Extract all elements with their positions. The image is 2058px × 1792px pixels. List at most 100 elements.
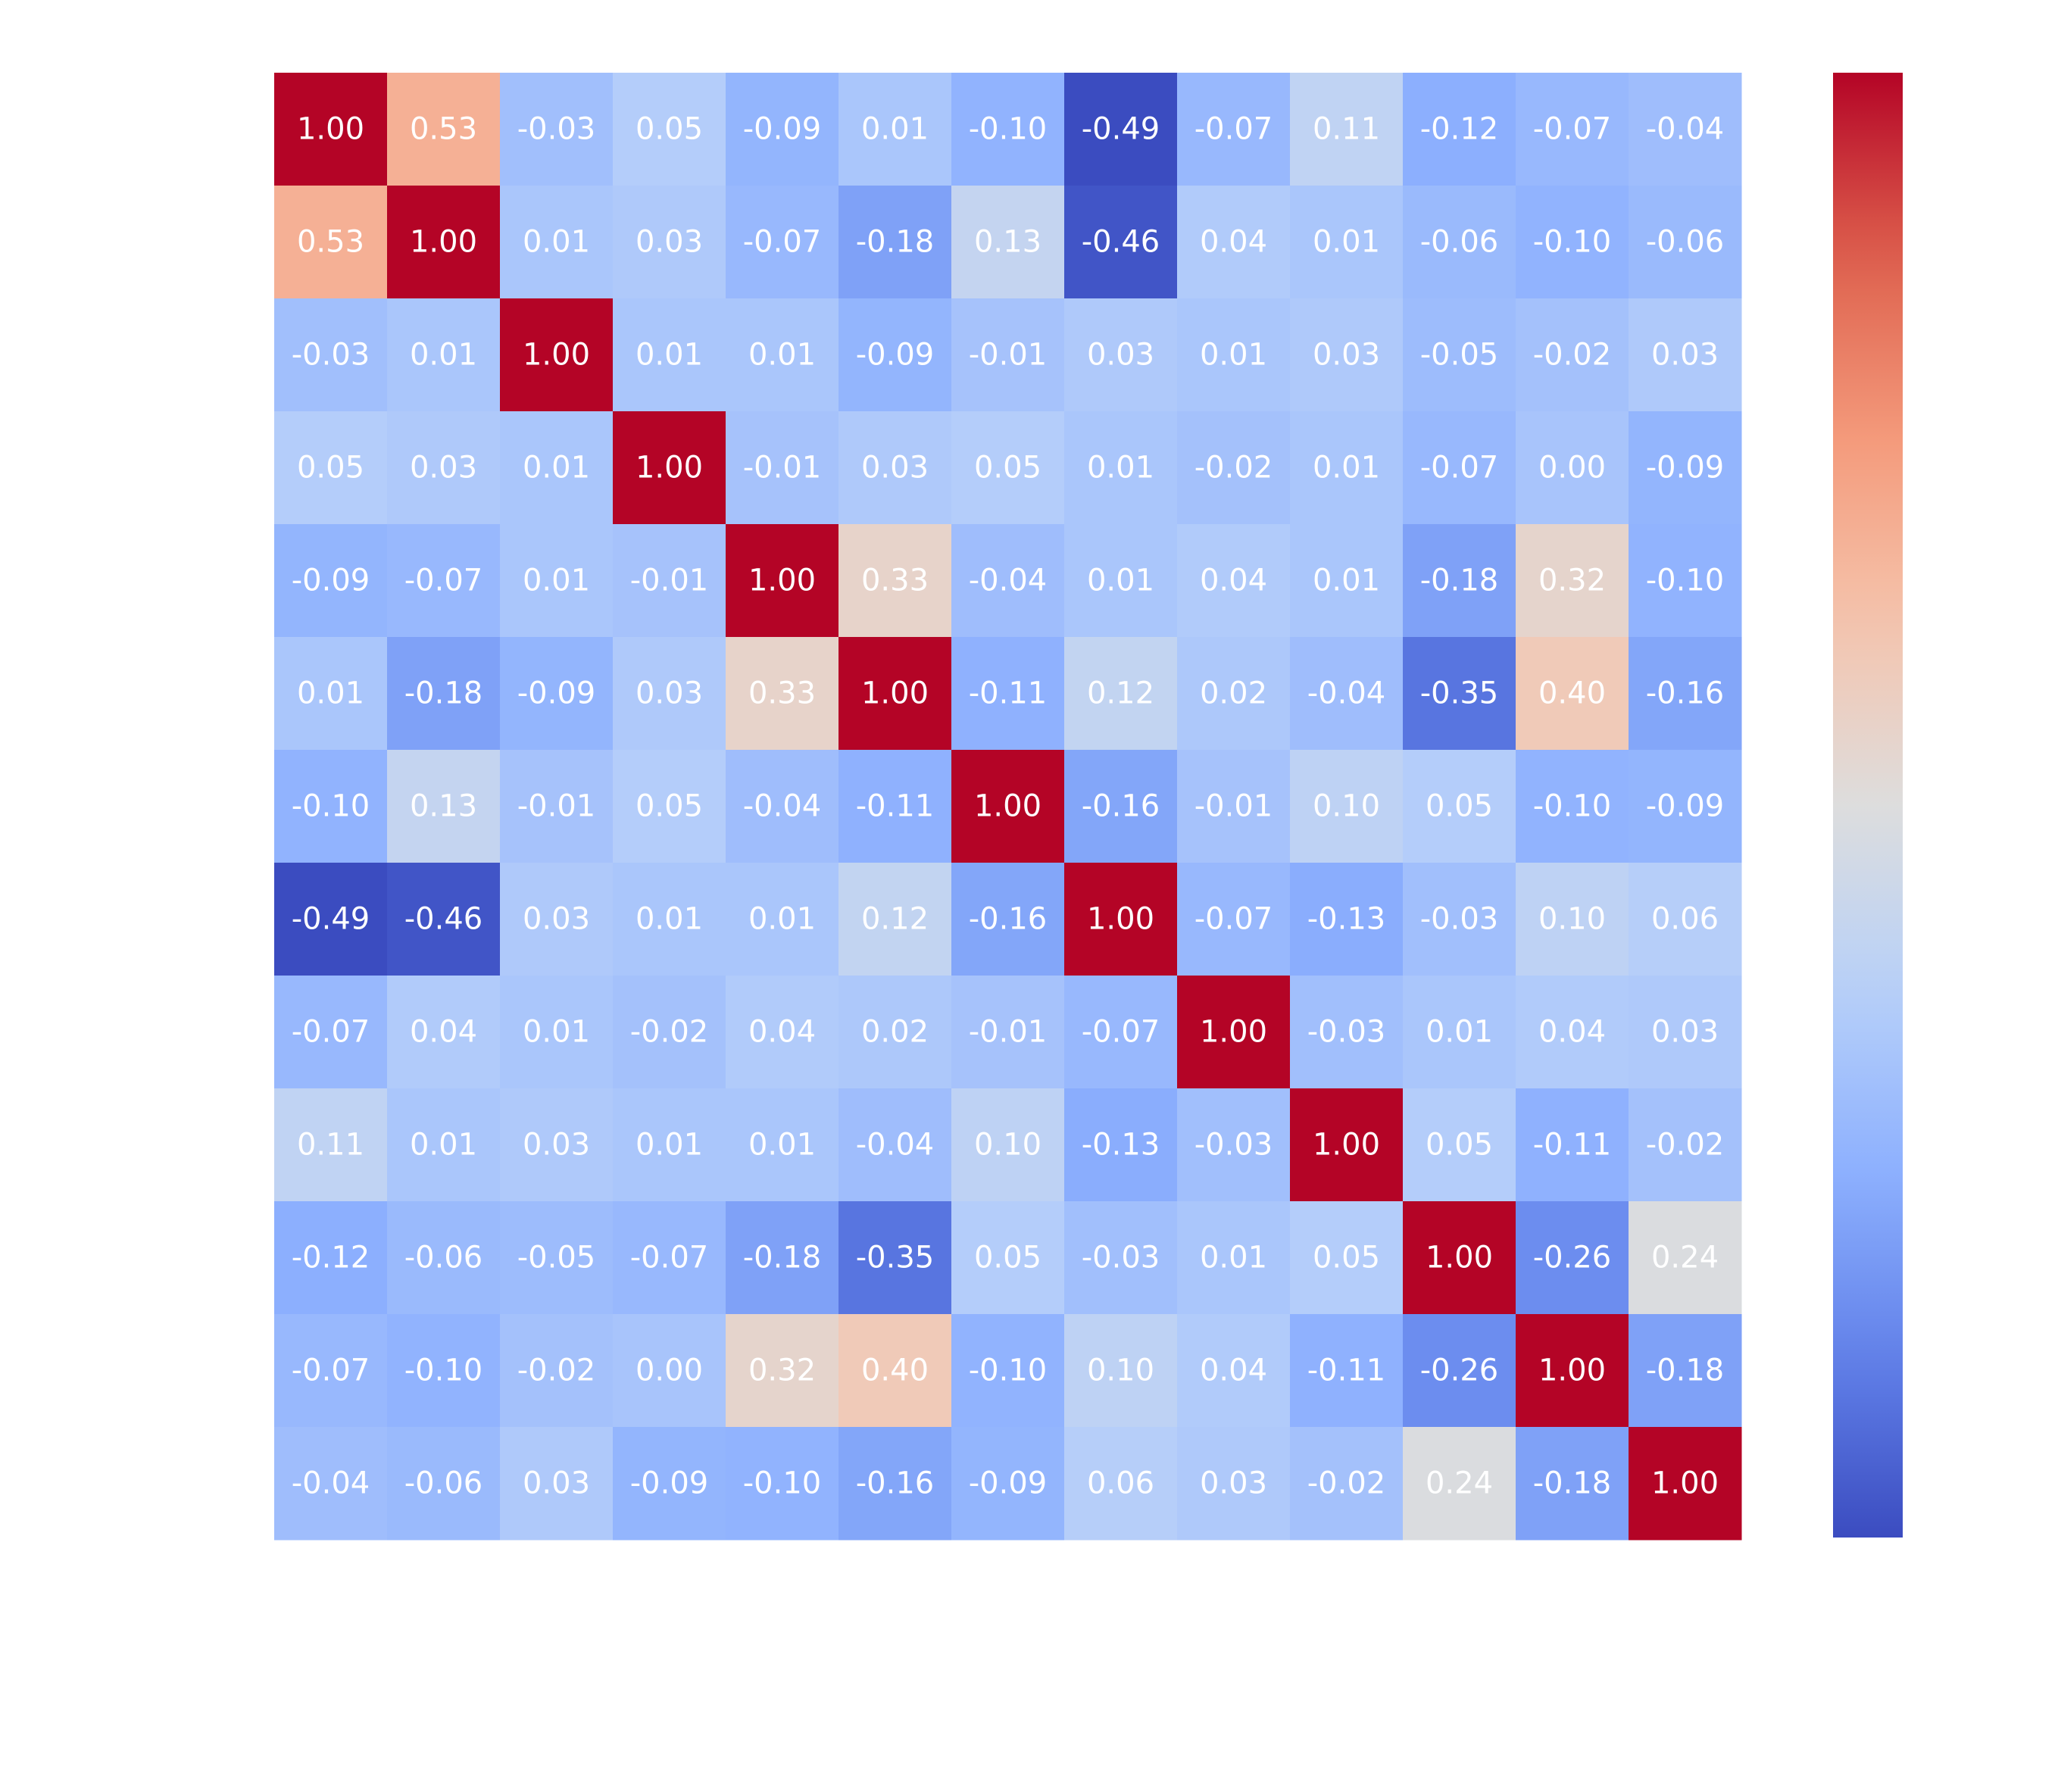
- heatmap-cell-r9-c9: [1290, 1088, 1404, 1202]
- heatmap-value-r10-c7: -0.03: [1082, 1241, 1160, 1275]
- heatmap-value-r2-c5: -0.09: [856, 338, 935, 373]
- heatmap-cell-r5-c10: [1403, 637, 1516, 751]
- heatmap-cell-r9-c11: [1516, 1088, 1629, 1202]
- heatmap-cell-r10-c3: [613, 1201, 726, 1315]
- heatmap-value-r8-c6: -0.01: [969, 1015, 1048, 1050]
- heatmap-cell-r10-c0: [274, 1201, 388, 1315]
- heatmap-cell-r0-c7: [1064, 73, 1178, 186]
- heatmap-cell-r1-c4: [726, 186, 839, 299]
- heatmap-cell-r8-c8: [1177, 976, 1291, 1089]
- heatmap-cell-r9-c4: [726, 1088, 839, 1202]
- heatmap-cell-r11-c7: [1064, 1314, 1178, 1428]
- heatmap-cell-r12-c7: [1064, 1427, 1178, 1541]
- heatmap-value-r5-c5: 1.00: [861, 676, 929, 711]
- heatmap-cell-r12-c11: [1516, 1427, 1629, 1541]
- heatmap-value-r8-c9: -0.03: [1307, 1015, 1386, 1050]
- heatmap-value-r12-c3: -0.09: [630, 1466, 709, 1501]
- heatmap-value-r4-c7: 0.01: [1087, 564, 1154, 598]
- heatmap-cell-r7-c3: [613, 863, 726, 976]
- heatmap-value-r1-c3: 0.03: [636, 225, 703, 260]
- heatmap-cell-r2-c10: [1403, 298, 1516, 412]
- heatmap-value-r6-c6: 1.00: [974, 789, 1041, 824]
- heatmap-cell-r9-c1: [387, 1088, 501, 1202]
- heatmap-cell-r2-c2: [500, 298, 614, 412]
- heatmap-cell-r4-c5: [839, 524, 952, 638]
- heatmap-cell-r6-c3: [613, 750, 726, 863]
- heatmap-cell-r8-c3: [613, 976, 726, 1089]
- heatmap-cell-r9-c5: [839, 1088, 952, 1202]
- heatmap-value-r8-c2: 0.01: [523, 1015, 590, 1050]
- heatmap-value-r6-c0: -0.10: [292, 789, 370, 824]
- heatmap-value-r5-c3: 0.03: [636, 676, 703, 711]
- heatmap-cell-r7-c4: [726, 863, 839, 976]
- heatmap-cell-r11-c12: [1629, 1314, 1742, 1428]
- heatmap-cell-r8-c4: [726, 976, 839, 1089]
- heatmap-value-r10-c10: 1.00: [1426, 1241, 1493, 1275]
- heatmap-cell-r3-c6: [951, 411, 1065, 525]
- heatmap-cell-r12-c4: [726, 1427, 839, 1541]
- heatmap-value-r9-c2: 0.03: [523, 1128, 590, 1163]
- heatmap-cell-r7-c2: [500, 863, 614, 976]
- heatmap-value-r7-c2: 0.03: [523, 902, 590, 937]
- heatmap-value-r12-c4: -0.10: [743, 1466, 822, 1501]
- heatmap-value-r11-c0: -0.07: [292, 1353, 370, 1388]
- heatmap-cell-r12-c1: [387, 1427, 501, 1541]
- heatmap-value-r1-c1: 1.00: [410, 225, 477, 260]
- heatmap-value-r1-c6: 0.13: [974, 225, 1041, 260]
- heatmap-value-r11-c12: -0.18: [1646, 1353, 1725, 1388]
- heatmap-cell-r11-c10: [1403, 1314, 1516, 1428]
- heatmap-cell-r8-c1: [387, 976, 501, 1089]
- heatmap-value-r7-c0: -0.49: [292, 902, 370, 937]
- heatmap-value-r12-c2: 0.03: [523, 1466, 590, 1501]
- heatmap-cell-r2-c11: [1516, 298, 1629, 412]
- heatmap-value-r6-c4: -0.04: [743, 789, 822, 824]
- heatmap-annotations: 1.00 0.53 -0.03 0.05 -0.09 0.01 -0.10 -0.49 -0.0…: [292, 112, 1725, 1501]
- heatmap-value-r5-c0: 0.01: [297, 676, 364, 711]
- heatmap-cell-r3-c5: [839, 411, 952, 525]
- heatmap-value-r10-c9: 0.05: [1313, 1241, 1380, 1275]
- heatmap-cell-r3-c2: [500, 411, 614, 525]
- heatmap-value-r10-c11: -0.26: [1533, 1241, 1612, 1275]
- heatmap-cell-r11-c11: [1516, 1314, 1629, 1428]
- heatmap-cell-r3-c9: [1290, 411, 1404, 525]
- heatmap-value-r4-c2: 0.01: [523, 564, 590, 598]
- heatmap-value-r2-c4: 0.01: [748, 338, 816, 373]
- heatmap-cell-r9-c8: [1177, 1088, 1291, 1202]
- heatmap-cell-r8-c5: [839, 976, 952, 1089]
- heatmap-cell-r10-c5: [839, 1201, 952, 1315]
- heatmap-cell-r7-c5: [839, 863, 952, 976]
- heatmap-value-r11-c4: 0.32: [748, 1353, 816, 1388]
- heatmap-value-r3-c6: 0.05: [974, 451, 1041, 485]
- heatmap-cell-r7-c8: [1177, 863, 1291, 976]
- heatmap-cell-r3-c0: [274, 411, 388, 525]
- heatmap-cell-r6-c0: [274, 750, 388, 863]
- heatmap-value-r12-c12: 1.00: [1651, 1466, 1719, 1501]
- heatmap-value-r11-c6: -0.10: [969, 1353, 1048, 1388]
- heatmap-cell-r5-c11: [1516, 637, 1629, 751]
- heatmap-value-r1-c10: -0.06: [1420, 225, 1499, 260]
- heatmap-cell-r7-c7: [1064, 863, 1178, 976]
- heatmap-value-r4-c5: 0.33: [861, 564, 929, 598]
- heatmap-cell-r11-c0: [274, 1314, 388, 1428]
- heatmap-value-r2-c9: 0.03: [1313, 338, 1380, 373]
- heatmap-cell-r2-c4: [726, 298, 839, 412]
- heatmap-value-r6-c12: -0.09: [1646, 789, 1725, 824]
- heatmap-value-r2-c0: -0.03: [292, 338, 370, 373]
- heatmap-cell-r10-c6: [951, 1201, 1065, 1315]
- heatmap-value-r0-c5: 0.01: [861, 112, 929, 147]
- heatmap-value-r4-c0: -0.09: [292, 564, 370, 598]
- heatmap-value-r11-c1: -0.10: [404, 1353, 483, 1388]
- heatmap-value-r8-c7: -0.07: [1082, 1015, 1160, 1050]
- heatmap-cell-r1-c0: [274, 186, 388, 299]
- heatmap-value-r1-c12: -0.06: [1646, 225, 1725, 260]
- heatmap-value-r6-c9: 0.10: [1313, 789, 1380, 824]
- heatmap-value-r7-c4: 0.01: [748, 902, 816, 937]
- heatmap-cell-r1-c5: [839, 186, 952, 299]
- heatmap-value-r12-c7: 0.06: [1087, 1466, 1154, 1501]
- heatmap-value-r1-c0: 0.53: [297, 225, 364, 260]
- heatmap-value-r5-c8: 0.02: [1200, 676, 1267, 711]
- heatmap-value-r3-c9: 0.01: [1313, 451, 1380, 485]
- heatmap-value-r12-c1: -0.06: [404, 1466, 483, 1501]
- heatmap-value-r8-c0: -0.07: [292, 1015, 370, 1050]
